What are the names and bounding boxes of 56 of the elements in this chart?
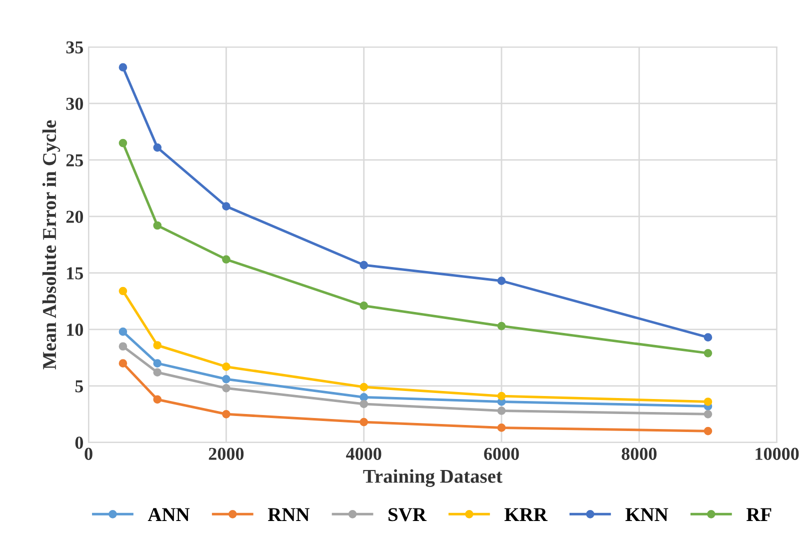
point: [153, 359, 162, 368]
point: [222, 362, 230, 371]
point: [704, 426, 712, 436]
point: [222, 255, 230, 264]
point: [118, 286, 128, 296]
point: [360, 393, 368, 402]
point: [704, 348, 712, 358]
point: [704, 410, 712, 418]
y-tick-label: 35: [66, 41, 84, 54]
point: [222, 374, 230, 384]
point: [497, 276, 506, 286]
x-tick-label: 4000: [346, 448, 382, 460]
point: [222, 410, 230, 418]
x-tick-label: 2000: [208, 448, 244, 460]
y-tick-label: 0: [75, 436, 83, 449]
y-tick-label: 30: [66, 98, 83, 110]
point: [222, 384, 230, 392]
point: [704, 398, 712, 406]
point: [153, 143, 162, 152]
legend-label: KRR: [504, 508, 548, 521]
legend-label: ANN: [148, 508, 190, 521]
point: [153, 395, 162, 404]
point: [360, 260, 368, 270]
y-tick-label: 10: [67, 324, 83, 336]
x-tick-label: 0: [84, 448, 92, 460]
legend-label: RF: [746, 508, 772, 521]
y-axis-title: Mean Absolute Error in Cycle: [42, 120, 60, 370]
point: [153, 221, 162, 230]
point: [118, 359, 128, 368]
x-tick-label: 8000: [622, 448, 657, 460]
point: [497, 392, 506, 400]
y-tick-label: 15: [67, 267, 84, 280]
point: [222, 202, 230, 210]
point: [360, 400, 368, 408]
point: [497, 322, 506, 330]
legend-label: RNN: [268, 508, 310, 521]
point: [497, 424, 506, 432]
point: [118, 342, 128, 351]
point: [360, 418, 368, 426]
point: [360, 382, 368, 392]
legend-label: KNN: [626, 508, 668, 521]
point: [118, 63, 128, 72]
legend-label: SVR: [388, 508, 427, 522]
point: [497, 406, 506, 415]
x-axis-title: Training Dataset: [363, 469, 502, 487]
x-tick-label: 6000: [484, 448, 519, 460]
point: [118, 138, 128, 148]
x-tick-label: 10000: [756, 448, 799, 460]
point: [153, 368, 162, 377]
y-tick-label: 20: [66, 210, 83, 223]
point: [118, 328, 128, 336]
y-tick-label: 25: [66, 154, 84, 166]
point: [153, 341, 162, 350]
point: [360, 302, 368, 310]
y-tick-label: 5: [75, 380, 84, 392]
point: [704, 333, 712, 342]
